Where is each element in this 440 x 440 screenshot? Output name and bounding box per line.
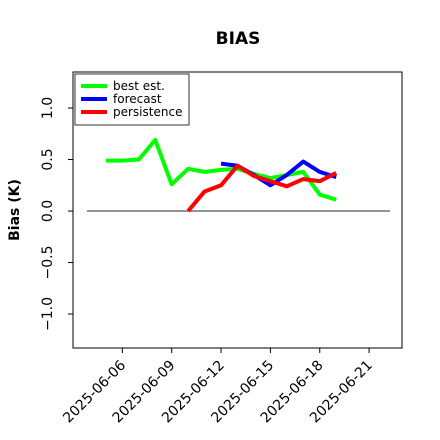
plot-frame xyxy=(72,71,403,349)
y-tick-label: 0.0 xyxy=(40,200,56,222)
y-tick-label: 1.0 xyxy=(40,97,56,119)
legend-label: forecast xyxy=(113,92,162,106)
legend-label: persistence xyxy=(113,105,182,119)
chart-title: BIAS xyxy=(216,29,261,49)
y-tick-label: −1.0 xyxy=(40,297,56,331)
series-line xyxy=(186,163,338,213)
legend-label: best est. xyxy=(113,79,165,93)
y-tick-label: 0.5 xyxy=(40,148,56,170)
y-axis-label: Bias (K) xyxy=(7,179,23,241)
y-tick-label: −0.5 xyxy=(40,246,56,280)
series-line xyxy=(105,137,337,202)
